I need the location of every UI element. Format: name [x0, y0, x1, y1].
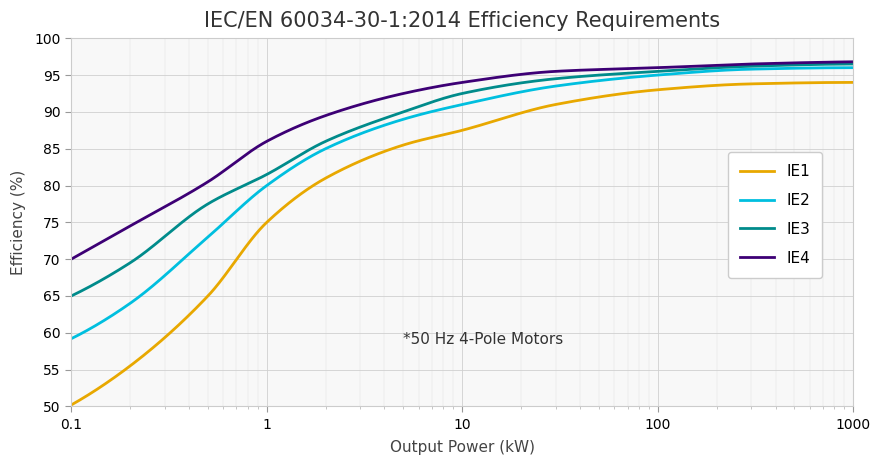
IE3 — [410, 105, 421, 110]
IE1 — [676, 85, 686, 90]
IE2 — [603, 77, 614, 82]
Line: IE4: IE4 — [71, 62, 853, 259]
IE3 — [66, 293, 77, 299]
Line: IE3: IE3 — [71, 64, 853, 296]
Title: IEC/EN 60034-30-1:2014 Efficiency Requirements: IEC/EN 60034-30-1:2014 Efficiency Requir… — [205, 11, 721, 31]
IE3 — [146, 245, 156, 250]
IE4 — [690, 63, 700, 69]
Line: IE2: IE2 — [71, 68, 853, 339]
IE4 — [676, 64, 686, 69]
IE4 — [146, 212, 156, 217]
IE3 — [690, 66, 700, 72]
IE3 — [603, 72, 614, 77]
Legend: IE1, IE2, IE3, IE4: IE1, IE2, IE3, IE4 — [728, 152, 822, 278]
IE1 — [382, 148, 392, 153]
IE4 — [382, 95, 392, 100]
IE4 — [603, 67, 614, 72]
IE2 — [676, 70, 686, 76]
IE2 — [382, 122, 392, 127]
IE3 — [676, 67, 686, 73]
IE1 — [848, 80, 858, 85]
Y-axis label: Efficiency (%): Efficiency (%) — [11, 170, 26, 275]
IE2 — [410, 113, 421, 118]
IE1 — [66, 402, 77, 408]
Text: *50 Hz 4-Pole Motors: *50 Hz 4-Pole Motors — [403, 332, 564, 347]
IE1 — [410, 139, 421, 144]
IE4 — [66, 256, 77, 262]
IE1 — [603, 93, 614, 98]
Line: IE1: IE1 — [71, 82, 853, 405]
IE1 — [690, 84, 700, 89]
IE4 — [410, 88, 421, 94]
IE3 — [848, 61, 858, 67]
IE2 — [848, 65, 858, 70]
IE2 — [146, 284, 156, 290]
IE2 — [690, 69, 700, 75]
IE3 — [382, 115, 392, 120]
IE2 — [66, 336, 77, 342]
IE4 — [848, 59, 858, 65]
IE1 — [146, 347, 156, 352]
X-axis label: Output Power (kW): Output Power (kW) — [390, 440, 534, 455]
